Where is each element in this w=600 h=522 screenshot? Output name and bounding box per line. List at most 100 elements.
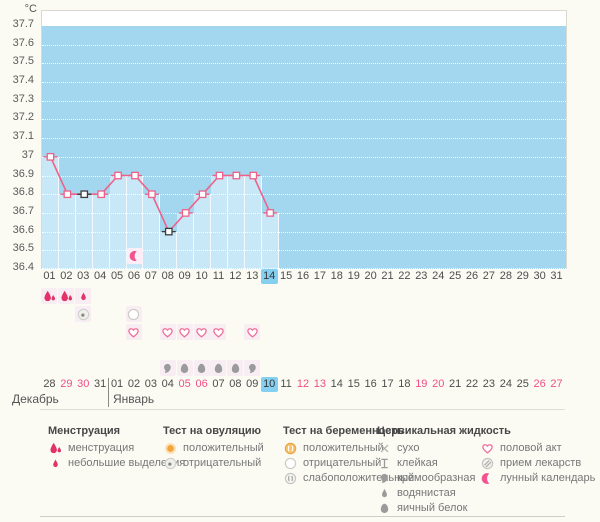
calendar-date-cell[interactable]: 23: [482, 378, 496, 390]
calendar-date-cell[interactable]: 22: [465, 378, 479, 390]
day-fill-column: [177, 212, 195, 269]
cycle-day-cell[interactable]: 09: [178, 270, 191, 282]
cycle-day-cell[interactable]: 26: [465, 270, 479, 282]
cycle-day-cell[interactable]: 28: [499, 270, 512, 282]
calendar-date-cell[interactable]: 10: [260, 377, 278, 392]
event-cell-cervical-fluid[interactable]: [244, 359, 261, 377]
event-cell-cervical-fluid[interactable]: [159, 359, 176, 377]
cycle-day-cell[interactable]: 03: [77, 270, 90, 282]
calendar-date-cell[interactable]: 14: [330, 378, 343, 390]
empty-cell: [142, 323, 159, 341]
cycle-day-cell[interactable]: 01: [43, 270, 56, 282]
event-cell-tests[interactable]: [75, 305, 92, 323]
calendar-date-cell[interactable]: 19: [415, 378, 428, 390]
cycle-day-cell[interactable]: 31: [550, 270, 563, 282]
cycle-day-cell[interactable]: 24: [432, 270, 445, 282]
event-cell-intercourse[interactable]: [210, 323, 227, 341]
calendar-date-cell[interactable]: 25: [516, 378, 529, 390]
cycle-day-cell[interactable]: 06: [127, 270, 141, 282]
calendar-date-cell[interactable]: 29: [60, 378, 73, 390]
cycle-day-cell[interactable]: 07: [144, 270, 157, 282]
cycle-day-cell[interactable]: 23: [415, 270, 428, 282]
event-cell-intercourse[interactable]: [176, 323, 193, 341]
cycle-day-cell[interactable]: 18: [330, 270, 343, 282]
cycle-day-cell[interactable]: 08: [161, 270, 174, 282]
calendar-date-cell[interactable]: 20: [432, 378, 445, 390]
event-cell-menstruation[interactable]: [75, 287, 92, 305]
calendar-date-cell[interactable]: 13: [313, 378, 327, 390]
calendar-date-cell[interactable]: 24: [499, 378, 512, 390]
cycle-day-cell[interactable]: 02: [60, 270, 73, 282]
empty-cell: [261, 359, 278, 377]
month-divider: [108, 378, 109, 407]
cycle-day-cell[interactable]: 25: [449, 270, 462, 282]
cycle-day-cell[interactable]: 12: [229, 270, 242, 282]
cycle-day-cell[interactable]: 22: [398, 270, 411, 282]
calendar-date-cell[interactable]: 01: [110, 378, 124, 390]
event-cell-intercourse[interactable]: [244, 323, 261, 341]
empty-cell: [109, 341, 126, 359]
empty-cell: [295, 287, 312, 305]
calendar-date-cell[interactable]: 04: [161, 378, 174, 390]
cycle-day-cell[interactable]: 11: [212, 270, 225, 282]
cycle-day-cell[interactable]: 14: [260, 269, 278, 284]
calendar-date-cell[interactable]: 16: [364, 378, 377, 390]
cycle-day-cell[interactable]: 21: [381, 270, 394, 282]
calendar-date-cell[interactable]: 09: [246, 378, 259, 390]
calendar-date-cell[interactable]: 26: [533, 378, 546, 390]
calendar-date-cell[interactable]: 31: [94, 378, 107, 390]
cycle-day-cell[interactable]: 29: [516, 270, 529, 282]
empty-cell: [447, 341, 464, 359]
y-axis-tick-label: 37.2: [12, 111, 34, 124]
cycle-day-cell[interactable]: 04: [94, 270, 107, 282]
legend-item-label: сухо: [397, 442, 420, 454]
event-cell-tests[interactable]: [125, 305, 143, 323]
calendar-date-cell[interactable]: 07: [212, 378, 225, 390]
empty-cell: [41, 359, 58, 377]
calendar-date-cell[interactable]: 17: [381, 378, 394, 390]
cycle-day-cell[interactable]: 05: [110, 270, 124, 282]
calendar-date-cell[interactable]: 12: [296, 378, 310, 390]
cycle-day-cell[interactable]: 16: [296, 270, 310, 282]
cycle-day-cell[interactable]: 13: [246, 270, 259, 282]
pregnancy-positive-icon: [283, 442, 298, 455]
cycle-day-cell[interactable]: 17: [313, 270, 327, 282]
calendar-date-cell[interactable]: 02: [127, 378, 141, 390]
empty-cell: [75, 359, 92, 377]
cycle-day-cell[interactable]: 30: [533, 270, 546, 282]
event-cell-cervical-fluid[interactable]: [176, 359, 193, 377]
lunar-annotation[interactable]: [126, 248, 143, 264]
calendar-date-cell[interactable]: 03: [144, 378, 157, 390]
empty-cell: [548, 323, 565, 341]
event-cell-cervical-fluid[interactable]: [227, 359, 244, 377]
event-cell-menstruation[interactable]: [41, 287, 58, 305]
empty-cell: [278, 341, 295, 359]
calendar-date-cell[interactable]: 11: [280, 378, 292, 390]
event-cell-menstruation[interactable]: [58, 287, 75, 305]
calendar-date-cell[interactable]: 08: [229, 378, 242, 390]
calendar-date-cell[interactable]: 18: [398, 378, 411, 390]
calendar-date-cell[interactable]: 30: [77, 378, 90, 390]
calendar-date-cell[interactable]: 05: [178, 378, 191, 390]
legend-item: положительный: [283, 441, 414, 456]
event-row-medication: [41, 341, 565, 359]
event-cell-intercourse[interactable]: [159, 323, 176, 341]
calendar-date-cell[interactable]: 06: [195, 378, 208, 390]
event-cell-intercourse[interactable]: [125, 323, 143, 341]
event-cell-cervical-fluid[interactable]: [210, 359, 227, 377]
y-axis-tick-label: 36.6: [12, 223, 34, 236]
cycle-day-cell[interactable]: 27: [482, 270, 496, 282]
cycle-day-cell[interactable]: 10: [195, 270, 208, 282]
cycle-day-cell[interactable]: 19: [347, 270, 360, 282]
cycle-day-cell[interactable]: 20: [364, 270, 377, 282]
cycle-day-cell[interactable]: 15: [279, 270, 293, 282]
drop-light-icon: [77, 290, 90, 303]
calendar-date-cell[interactable]: 27: [550, 378, 563, 390]
event-cell-intercourse[interactable]: [193, 323, 210, 341]
calendar-date-cell[interactable]: 21: [449, 378, 462, 390]
empty-cell: [413, 323, 430, 341]
event-cell-cervical-fluid[interactable]: [193, 359, 210, 377]
legend-item: яичный белок: [377, 501, 511, 516]
calendar-date-cell[interactable]: 28: [43, 378, 56, 390]
calendar-date-cell[interactable]: 15: [347, 378, 360, 390]
